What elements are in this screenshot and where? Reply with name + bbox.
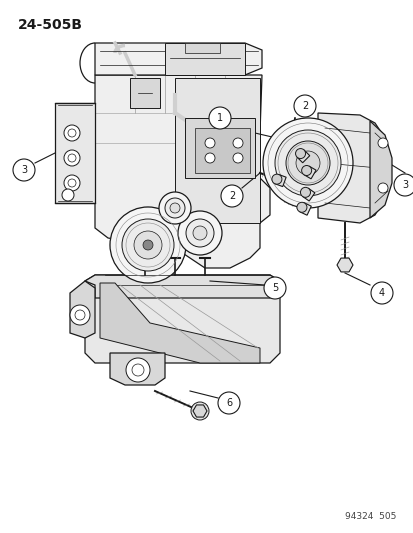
Circle shape bbox=[165, 198, 185, 218]
Polygon shape bbox=[95, 43, 261, 75]
Polygon shape bbox=[175, 78, 259, 223]
Circle shape bbox=[209, 107, 230, 129]
Circle shape bbox=[296, 203, 306, 212]
Polygon shape bbox=[304, 166, 315, 179]
Text: 4: 4 bbox=[378, 288, 384, 298]
Polygon shape bbox=[369, 121, 391, 218]
Circle shape bbox=[204, 153, 214, 163]
Polygon shape bbox=[296, 150, 309, 163]
Text: 2: 2 bbox=[301, 101, 307, 111]
Polygon shape bbox=[130, 78, 159, 108]
Circle shape bbox=[64, 175, 80, 191]
Circle shape bbox=[233, 153, 242, 163]
Text: 5: 5 bbox=[271, 283, 278, 293]
Polygon shape bbox=[185, 118, 254, 178]
Circle shape bbox=[262, 118, 352, 208]
Polygon shape bbox=[95, 75, 269, 268]
Circle shape bbox=[126, 358, 150, 382]
Polygon shape bbox=[275, 174, 285, 187]
Polygon shape bbox=[195, 128, 249, 173]
Polygon shape bbox=[85, 275, 279, 363]
Text: 24-505B: 24-505B bbox=[18, 18, 83, 32]
Circle shape bbox=[285, 141, 329, 185]
Circle shape bbox=[13, 159, 35, 181]
Circle shape bbox=[393, 174, 413, 196]
Circle shape bbox=[370, 282, 392, 304]
Text: 2: 2 bbox=[228, 191, 235, 201]
Circle shape bbox=[377, 183, 387, 193]
Circle shape bbox=[178, 211, 221, 255]
Polygon shape bbox=[70, 281, 95, 338]
Polygon shape bbox=[336, 258, 352, 272]
Circle shape bbox=[110, 207, 185, 283]
Text: 3: 3 bbox=[21, 165, 27, 175]
Polygon shape bbox=[299, 203, 311, 215]
Circle shape bbox=[64, 125, 80, 141]
Circle shape bbox=[159, 192, 190, 224]
Polygon shape bbox=[110, 353, 165, 385]
Circle shape bbox=[142, 240, 153, 250]
Circle shape bbox=[190, 402, 209, 420]
Text: 6: 6 bbox=[225, 398, 232, 408]
Polygon shape bbox=[192, 405, 206, 417]
Circle shape bbox=[221, 185, 242, 207]
Circle shape bbox=[295, 149, 305, 158]
Circle shape bbox=[218, 392, 240, 414]
Circle shape bbox=[377, 138, 387, 148]
Circle shape bbox=[64, 150, 80, 166]
Text: 3: 3 bbox=[401, 180, 407, 190]
Polygon shape bbox=[185, 43, 219, 53]
Circle shape bbox=[263, 277, 285, 299]
Circle shape bbox=[274, 130, 340, 196]
Polygon shape bbox=[85, 275, 279, 298]
Circle shape bbox=[233, 138, 242, 148]
Circle shape bbox=[271, 174, 281, 184]
Circle shape bbox=[300, 187, 310, 197]
Polygon shape bbox=[317, 113, 384, 223]
Circle shape bbox=[170, 203, 180, 213]
Circle shape bbox=[185, 219, 214, 247]
Text: 1: 1 bbox=[216, 113, 223, 123]
Circle shape bbox=[62, 189, 74, 201]
Circle shape bbox=[295, 151, 319, 175]
Polygon shape bbox=[100, 283, 259, 363]
Circle shape bbox=[70, 305, 90, 325]
Circle shape bbox=[204, 138, 214, 148]
Circle shape bbox=[122, 219, 173, 271]
Polygon shape bbox=[165, 43, 244, 75]
Circle shape bbox=[192, 226, 206, 240]
Polygon shape bbox=[302, 188, 314, 201]
Circle shape bbox=[134, 231, 161, 259]
Circle shape bbox=[301, 166, 311, 175]
Text: 94324  505: 94324 505 bbox=[344, 512, 395, 521]
Circle shape bbox=[293, 95, 315, 117]
Polygon shape bbox=[55, 103, 95, 203]
